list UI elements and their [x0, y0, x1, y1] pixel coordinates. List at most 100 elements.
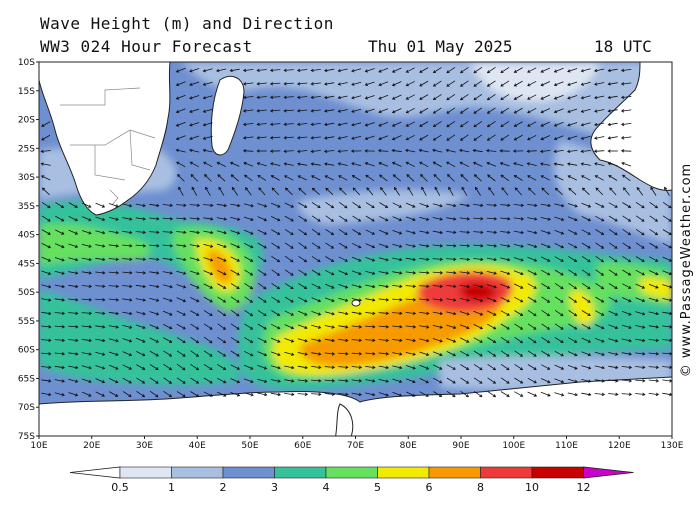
direction-arrow [568, 256, 577, 262]
direction-arrow [365, 392, 375, 396]
direction-arrow-head [183, 230, 187, 234]
direction-arrow [500, 94, 510, 100]
direction-arrow [243, 123, 254, 125]
direction-arrow-head [189, 148, 193, 152]
direction-arrow [500, 231, 510, 233]
direction-arrow [432, 351, 443, 356]
direction-arrow-head [317, 245, 321, 249]
direction-arrow-head [351, 82, 355, 86]
direction-arrow-head [453, 257, 457, 261]
direction-arrow-head [654, 205, 659, 209]
direction-arrow-head [60, 205, 65, 209]
direction-arrow-head [466, 244, 471, 248]
direction-arrow [594, 379, 605, 382]
direction-arrow [459, 311, 470, 315]
direction-arrow [338, 339, 348, 341]
direction-arrow [284, 242, 294, 249]
direction-arrow [405, 365, 416, 369]
direction-arrow [419, 80, 429, 87]
direction-arrow-head [210, 217, 214, 221]
direction-arrow-head [223, 393, 227, 397]
direction-arrow-head [486, 137, 491, 141]
direction-arrow-head [607, 95, 611, 100]
direction-arrow [446, 161, 456, 168]
direction-arrow-head [182, 367, 186, 371]
direction-arrow [446, 337, 456, 343]
direction-arrow [324, 150, 335, 152]
direction-arrow-head [276, 259, 281, 263]
direction-arrow [95, 391, 105, 397]
direction-arrow-head [623, 187, 627, 191]
direction-arrow [365, 379, 375, 382]
direction-arrow [649, 201, 658, 209]
direction-arrow [635, 366, 645, 368]
direction-arrow-head [236, 244, 241, 249]
direction-arrow [311, 311, 321, 315]
direction-arrow-head [655, 285, 659, 289]
direction-arrow [54, 284, 65, 288]
direction-arrow-head [250, 366, 254, 370]
direction-arrow-head [357, 218, 362, 222]
direction-arrow-head [223, 285, 227, 289]
direction-arrow-head [101, 217, 106, 221]
direction-arrow [136, 390, 145, 398]
direction-arrow-head [372, 379, 376, 383]
direction-arrow [554, 150, 564, 152]
direction-arrow-head [466, 339, 470, 343]
direction-arrow-head [364, 109, 369, 113]
direction-arrow-head [142, 217, 146, 221]
direction-arrow [459, 298, 470, 301]
direction-arrow [298, 283, 307, 289]
direction-arrow-head [209, 380, 213, 384]
direction-arrow [270, 109, 281, 112]
direction-arrow [284, 351, 294, 356]
direction-arrow-head [331, 365, 336, 369]
direction-arrow [527, 243, 537, 248]
direction-arrow-head [61, 393, 65, 397]
direction-arrow-head [614, 259, 618, 263]
direction-arrow [635, 325, 645, 328]
direction-arrow-head [256, 109, 260, 113]
direction-arrow-head [331, 338, 335, 343]
direction-arrow-head [41, 137, 45, 141]
direction-arrow-head [641, 205, 645, 209]
direction-arrow-head [202, 148, 206, 153]
direction-arrow [540, 108, 551, 113]
direction-arrow [284, 255, 294, 263]
direction-arrow [365, 312, 375, 314]
direction-arrow [41, 339, 51, 341]
direction-arrow-head [614, 339, 619, 343]
direction-arrow-head [540, 162, 544, 166]
direction-arrow [243, 229, 254, 235]
direction-arrow [41, 134, 51, 141]
direction-arrow-head [513, 96, 518, 100]
direction-arrow [176, 270, 186, 275]
direction-arrow [392, 230, 402, 234]
direction-arrow [108, 203, 119, 207]
kerguelen-island [351, 299, 361, 307]
direction-arrow-head [453, 298, 457, 302]
direction-arrow [581, 150, 591, 152]
direction-arrow [284, 338, 294, 342]
direction-arrow [649, 256, 658, 262]
direction-arrow [162, 231, 173, 233]
direction-arrow-head [547, 366, 551, 370]
direction-arrow-head [567, 96, 571, 100]
direction-arrow-head [290, 299, 294, 303]
direction-arrow-head [452, 366, 456, 370]
direction-arrow [662, 298, 672, 301]
direction-arrow [351, 339, 362, 341]
direction-arrow [500, 270, 510, 275]
direction-arrow-head [290, 245, 294, 249]
direction-arrow [108, 351, 119, 356]
direction-arrow [446, 107, 456, 114]
direction-arrow-head [641, 245, 645, 249]
direction-arrow [82, 202, 91, 208]
direction-arrow-head [277, 231, 281, 235]
direction-arrow-head [277, 379, 281, 383]
direction-arrow-head [236, 286, 240, 290]
direction-arrow [527, 163, 537, 166]
direction-arrow [594, 337, 605, 343]
legend-swatch [222, 466, 275, 479]
direction-arrow-head [594, 82, 598, 86]
